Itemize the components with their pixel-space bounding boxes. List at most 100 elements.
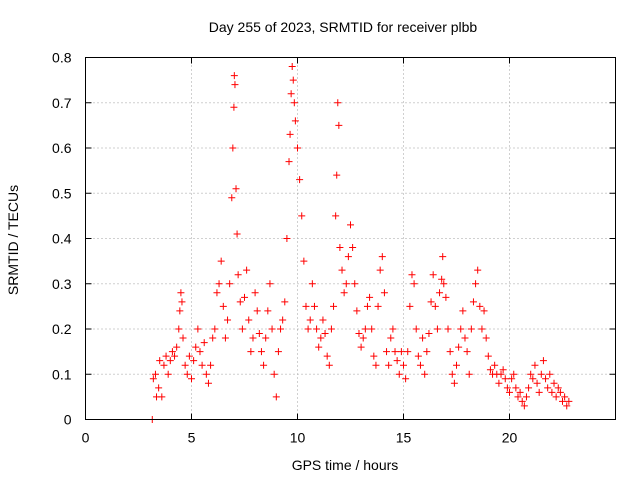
data-point — [333, 171, 341, 179]
data-point — [469, 298, 477, 306]
data-point — [565, 397, 573, 405]
data-point — [325, 361, 333, 369]
data-point — [431, 302, 439, 310]
data-point — [300, 257, 308, 265]
data-point — [357, 343, 365, 351]
data-point — [448, 370, 456, 378]
data-point — [198, 361, 206, 369]
data-point — [194, 325, 202, 333]
data-point — [236, 298, 244, 306]
data-point — [290, 99, 298, 107]
data-point — [228, 194, 236, 202]
data-point — [279, 316, 287, 324]
data-point — [156, 357, 164, 365]
data-point — [370, 352, 378, 360]
data-point — [151, 370, 159, 378]
data-point — [315, 343, 323, 351]
data-point — [351, 280, 359, 288]
data-point — [207, 361, 215, 369]
data-point — [446, 348, 454, 356]
y-tick-label: 0.7 — [52, 95, 72, 111]
data-point — [556, 388, 564, 396]
data-point — [188, 375, 195, 383]
data-point — [421, 370, 429, 378]
data-point — [255, 330, 263, 338]
data-point — [340, 289, 348, 297]
data-point — [359, 334, 367, 342]
data-point — [474, 266, 482, 274]
data-point — [380, 289, 388, 297]
data-point — [531, 361, 539, 369]
data-point — [231, 81, 239, 89]
data-point — [416, 361, 424, 369]
y-tick-label: 0.6 — [52, 140, 72, 156]
data-point — [289, 76, 297, 84]
data-point — [387, 334, 395, 342]
data-point — [408, 271, 416, 279]
data-point — [503, 384, 511, 392]
data-point — [478, 325, 486, 333]
data-point — [342, 280, 350, 288]
data-point — [260, 361, 268, 369]
data-point — [363, 302, 371, 310]
data-point — [510, 370, 518, 378]
data-point — [338, 266, 346, 274]
y-tick-label: 0 — [64, 412, 72, 428]
data-point — [238, 325, 246, 333]
data-point — [442, 293, 450, 301]
data-point — [277, 325, 285, 333]
data-point — [439, 253, 447, 261]
data-point — [559, 397, 566, 405]
data-point — [230, 103, 238, 111]
data-point — [219, 302, 227, 310]
data-point — [561, 393, 569, 401]
y-axis-label: SRMTID / TECUs — [5, 185, 21, 295]
data-point — [419, 334, 427, 342]
data-point — [406, 302, 414, 310]
data-point — [323, 352, 331, 360]
data-point — [482, 334, 490, 342]
y-tick-label: 0.4 — [52, 231, 72, 247]
data-point — [453, 361, 460, 369]
data-point — [378, 253, 386, 261]
data-point — [327, 325, 335, 333]
data-point — [400, 361, 407, 369]
data-point — [334, 99, 342, 107]
data-point — [491, 361, 499, 369]
data-point — [217, 257, 225, 265]
data-point — [353, 307, 361, 315]
plot-frame — [85, 57, 616, 420]
data-point — [476, 302, 484, 310]
data-point — [393, 357, 401, 365]
data-point — [546, 370, 554, 378]
data-point — [262, 334, 270, 342]
data-point — [330, 302, 338, 310]
data-point — [512, 384, 520, 392]
data-point — [285, 158, 293, 166]
data-point — [232, 185, 240, 193]
data-point — [535, 388, 543, 396]
y-tick-label: 0.3 — [52, 276, 72, 292]
data-point — [563, 402, 571, 410]
data-point — [467, 325, 475, 333]
data-point — [181, 361, 189, 369]
data-point — [347, 221, 354, 229]
y-tick-label: 0.8 — [52, 50, 72, 66]
data-point — [168, 348, 176, 356]
data-point — [176, 307, 184, 315]
data-point — [395, 370, 403, 378]
data-point — [179, 334, 187, 342]
data-point — [178, 298, 186, 306]
data-point — [539, 357, 547, 365]
y-tick-label: 0.1 — [52, 366, 72, 382]
data-point — [274, 348, 282, 356]
data-point — [332, 212, 340, 220]
data-point — [155, 384, 163, 392]
data-point — [389, 325, 397, 333]
data-point — [361, 325, 369, 333]
data-point — [296, 176, 304, 184]
data-point — [514, 393, 522, 401]
data-point — [427, 298, 435, 306]
data-point — [160, 361, 168, 369]
data-point — [192, 343, 200, 351]
